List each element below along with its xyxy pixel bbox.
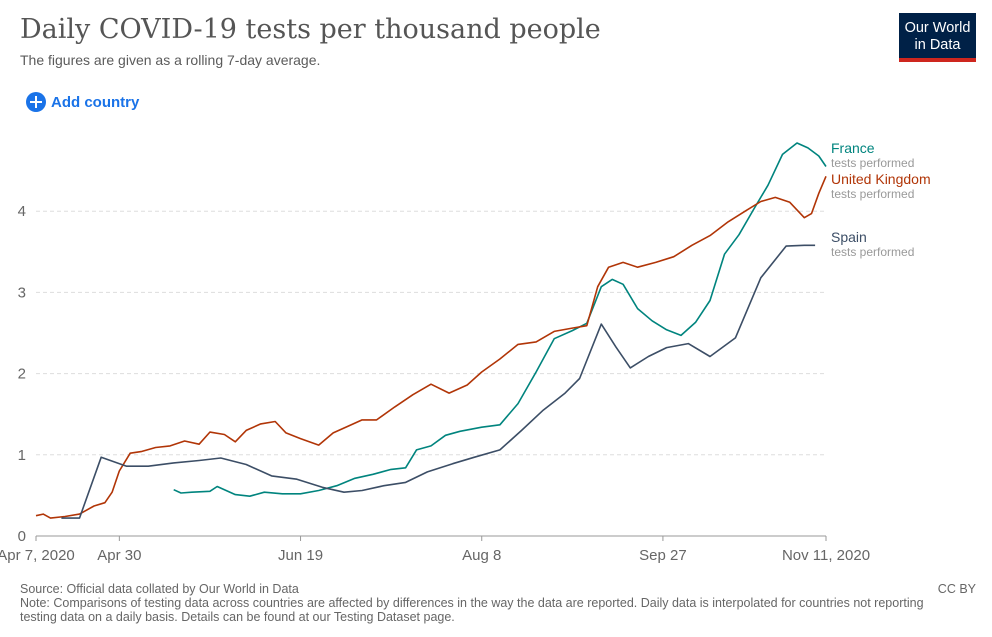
chart-footer: Source: Official data collated by Our Wo… bbox=[20, 582, 980, 624]
x-tick-label-4: Sep 27 bbox=[639, 547, 687, 564]
note-text: Note: Comparisons of testing data across… bbox=[20, 596, 924, 624]
chart-title: Daily COVID-19 tests per thousand people bbox=[20, 14, 601, 45]
x-tick-label-2: Jun 19 bbox=[278, 547, 323, 564]
legend-sublabel-united-kingdom: tests performed bbox=[831, 187, 914, 201]
logo-line-1: Our World bbox=[904, 20, 971, 36]
series-line-spain bbox=[61, 244, 816, 519]
logo-line-2: in Data bbox=[914, 37, 961, 53]
legend-label-spain: Spain bbox=[831, 229, 867, 245]
add-country-label: Add country bbox=[51, 93, 140, 111]
x-tick-label-3: Aug 8 bbox=[462, 547, 501, 564]
x-tick-label-1: Apr 30 bbox=[97, 547, 141, 564]
legend-label-france: France bbox=[831, 140, 875, 156]
y-tick-label-0: 0 bbox=[18, 528, 26, 545]
y-tick-label-1: 1 bbox=[18, 447, 26, 464]
source-text: Source: Official data collated by Our Wo… bbox=[20, 582, 299, 596]
add-country-button[interactable]: Add country bbox=[26, 91, 139, 113]
legend-sublabel-france: tests performed bbox=[831, 156, 914, 170]
x-tick-label-5: Nov 11, 2020 bbox=[782, 547, 870, 564]
legend-sublabel-spain: tests performed bbox=[831, 245, 914, 259]
x-tick-label-0: Apr 7, 2020 bbox=[0, 547, 75, 564]
license-link[interactable]: CC BY bbox=[937, 582, 976, 596]
chart-subtitle: The figures are given as a rolling 7-day… bbox=[20, 52, 321, 68]
series-line-france bbox=[173, 142, 827, 497]
plus-circle-icon bbox=[26, 92, 46, 112]
legend-label-united-kingdom: United Kingdom bbox=[831, 171, 931, 187]
y-tick-label-2: 2 bbox=[18, 366, 26, 383]
line-chart: 0 1 2 3 4 Apr 7, 2020 Apr 30 Jun 19 Aug 8 Sep 27 N… bbox=[0, 140, 931, 564]
y-tick-label-3: 3 bbox=[18, 284, 26, 301]
owid-logo[interactable]: Our World in Data bbox=[899, 13, 976, 62]
y-tick-label-4: 4 bbox=[18, 203, 26, 220]
series-line-united-kingdom bbox=[35, 175, 827, 519]
